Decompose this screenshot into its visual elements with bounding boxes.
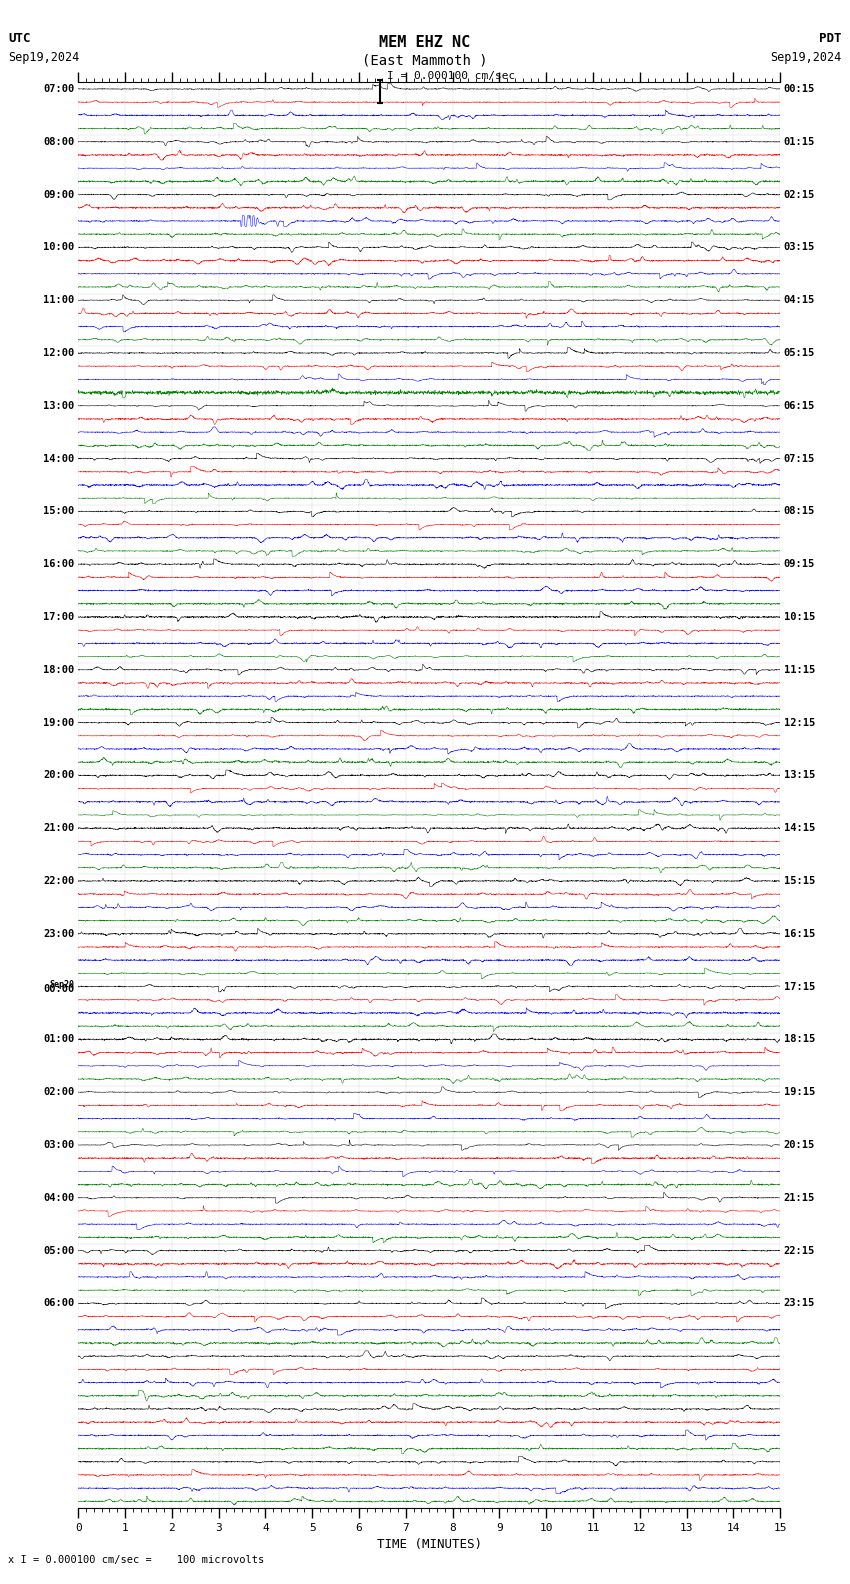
Text: 04:15: 04:15 (784, 295, 815, 306)
Text: MEM EHZ NC: MEM EHZ NC (379, 35, 471, 49)
Text: 07:15: 07:15 (784, 453, 815, 464)
Text: 06:00: 06:00 (43, 1299, 75, 1308)
Text: Sep20: Sep20 (49, 979, 75, 988)
Text: 21:15: 21:15 (784, 1193, 815, 1202)
Text: 03:00: 03:00 (43, 1140, 75, 1150)
Text: 11:00: 11:00 (43, 295, 75, 306)
Text: 01:00: 01:00 (43, 1034, 75, 1044)
Text: 22:15: 22:15 (784, 1245, 815, 1256)
Text: 17:00: 17:00 (43, 611, 75, 623)
Text: 10:00: 10:00 (43, 242, 75, 252)
Text: 03:15: 03:15 (784, 242, 815, 252)
Text: 10:15: 10:15 (784, 611, 815, 623)
Text: 04:00: 04:00 (43, 1193, 75, 1202)
Text: 17:15: 17:15 (784, 982, 815, 992)
Text: 09:00: 09:00 (43, 190, 75, 200)
Text: 23:15: 23:15 (784, 1299, 815, 1308)
Text: 11:15: 11:15 (784, 665, 815, 675)
Text: 14:15: 14:15 (784, 824, 815, 833)
Text: 18:00: 18:00 (43, 665, 75, 675)
Text: 19:00: 19:00 (43, 718, 75, 727)
Text: 01:15: 01:15 (784, 136, 815, 147)
Text: 00:15: 00:15 (784, 84, 815, 93)
Text: 20:00: 20:00 (43, 770, 75, 781)
Text: 08:15: 08:15 (784, 507, 815, 516)
Text: 02:15: 02:15 (784, 190, 815, 200)
Text: 23:00: 23:00 (43, 928, 75, 939)
Text: 13:00: 13:00 (43, 401, 75, 410)
Text: 21:00: 21:00 (43, 824, 75, 833)
Text: I = 0.000100 cm/sec: I = 0.000100 cm/sec (387, 71, 515, 81)
Text: 16:00: 16:00 (43, 559, 75, 569)
Text: 16:15: 16:15 (784, 928, 815, 939)
Text: 15:15: 15:15 (784, 876, 815, 885)
Text: 00:00: 00:00 (43, 985, 75, 995)
Text: 08:00: 08:00 (43, 136, 75, 147)
Text: 22:00: 22:00 (43, 876, 75, 885)
Text: Sep19,2024: Sep19,2024 (8, 51, 80, 63)
Text: 19:15: 19:15 (784, 1087, 815, 1098)
Text: 13:15: 13:15 (784, 770, 815, 781)
Text: 02:00: 02:00 (43, 1087, 75, 1098)
X-axis label: TIME (MINUTES): TIME (MINUTES) (377, 1538, 482, 1551)
Text: 07:00: 07:00 (43, 84, 75, 93)
Text: (East Mammoth ): (East Mammoth ) (362, 54, 488, 68)
Text: 12:00: 12:00 (43, 348, 75, 358)
Text: 06:15: 06:15 (784, 401, 815, 410)
Text: PDT: PDT (819, 32, 842, 44)
Text: x I = 0.000100 cm/sec =    100 microvolts: x I = 0.000100 cm/sec = 100 microvolts (8, 1555, 264, 1565)
Text: 05:00: 05:00 (43, 1245, 75, 1256)
Text: Sep19,2024: Sep19,2024 (770, 51, 842, 63)
Text: 14:00: 14:00 (43, 453, 75, 464)
Text: 09:15: 09:15 (784, 559, 815, 569)
Text: 18:15: 18:15 (784, 1034, 815, 1044)
Text: 15:00: 15:00 (43, 507, 75, 516)
Text: UTC: UTC (8, 32, 31, 44)
Text: 20:15: 20:15 (784, 1140, 815, 1150)
Text: 12:15: 12:15 (784, 718, 815, 727)
Text: 05:15: 05:15 (784, 348, 815, 358)
